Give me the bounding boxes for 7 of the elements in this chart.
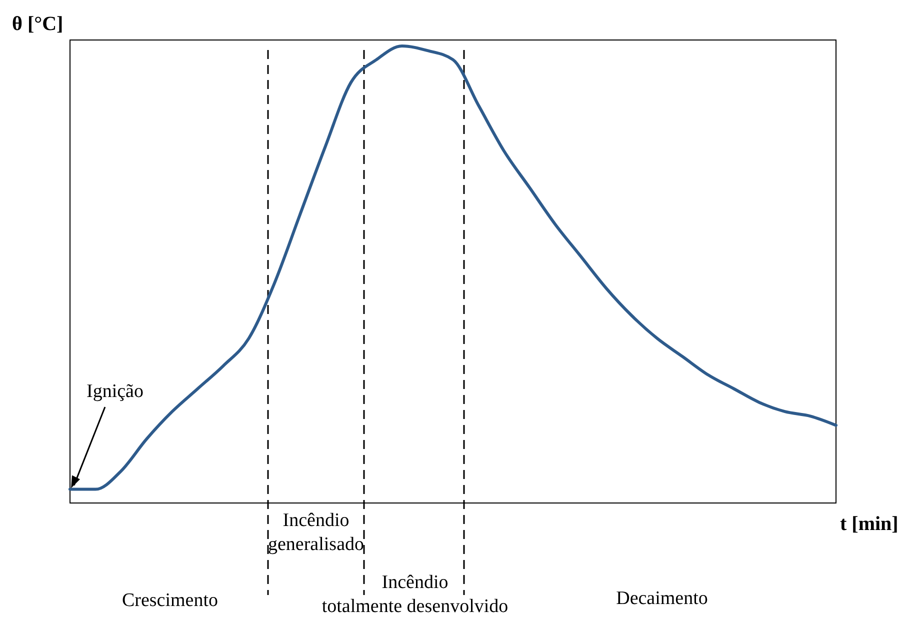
annotation: Ignição — [86, 381, 144, 402]
text: Decaimento — [616, 588, 708, 609]
text: Crescimento — [122, 590, 218, 611]
y-axis-title: θ [°C] — [12, 13, 64, 35]
text: Incêndio generalisado — [268, 510, 364, 555]
text: Incêndio totalmente desenvolvido — [322, 572, 508, 617]
x-axis-title: t [min] — [840, 513, 898, 535]
